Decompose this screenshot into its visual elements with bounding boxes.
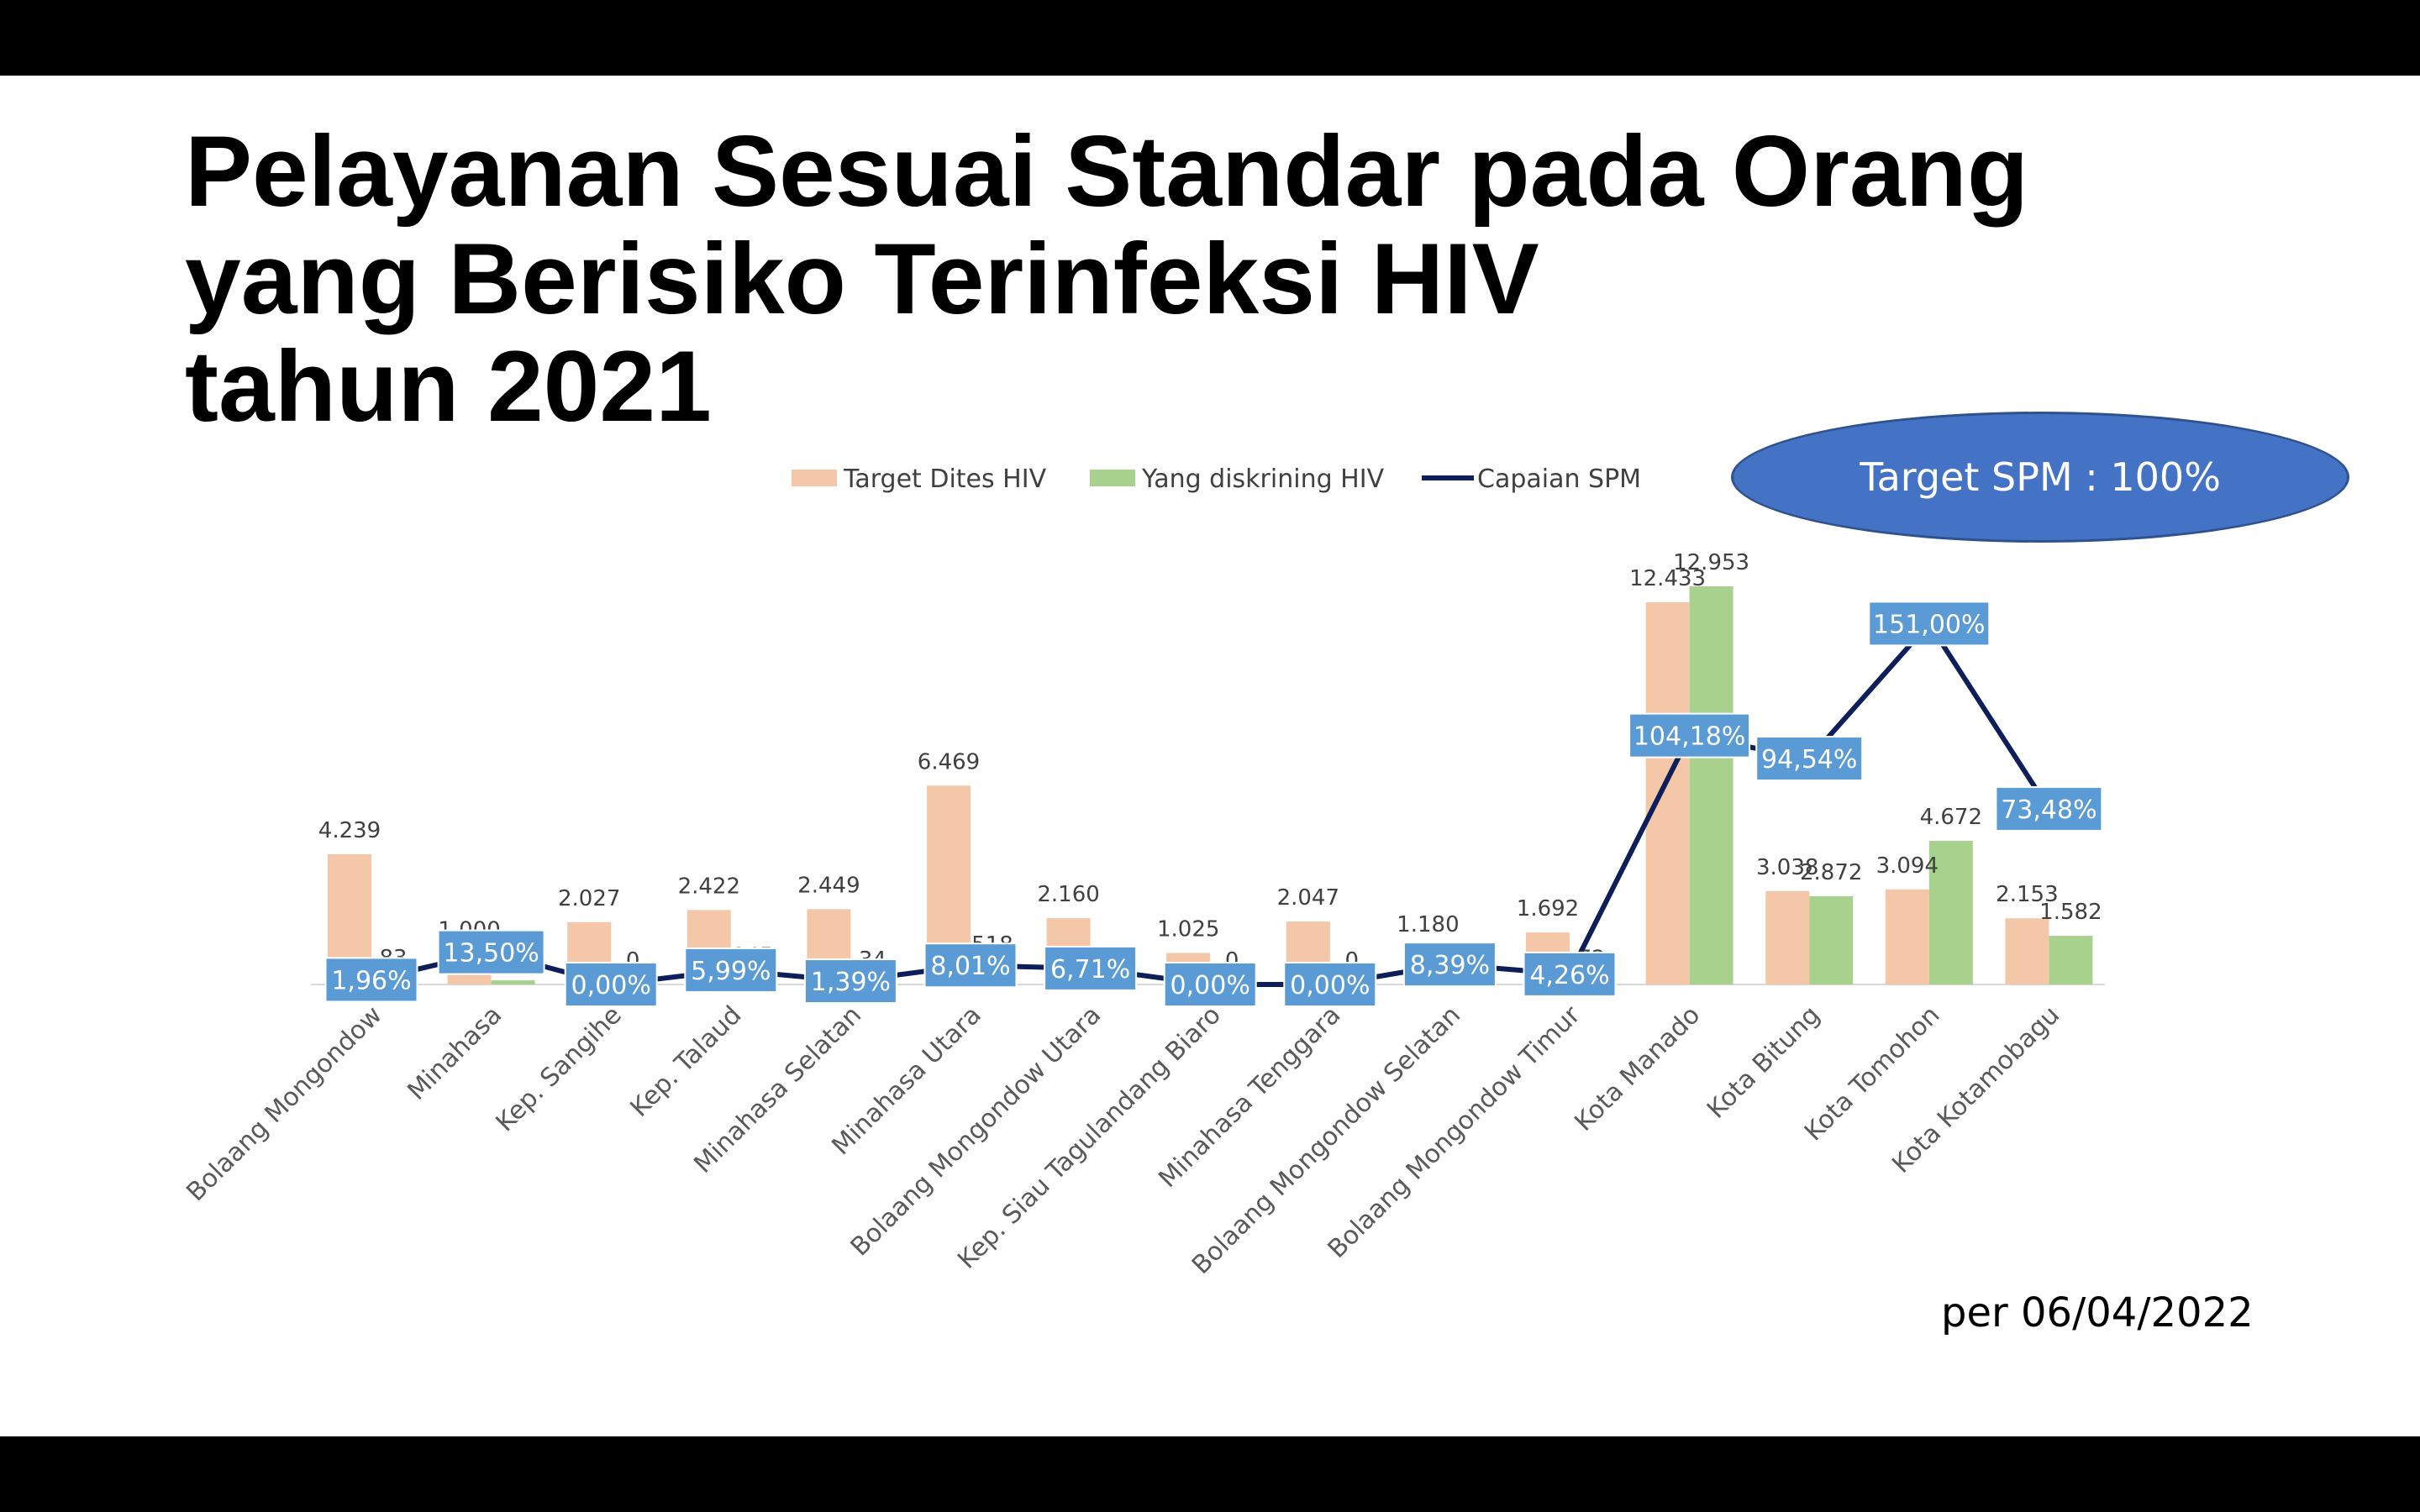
percent-box-11 bbox=[1523, 951, 1617, 997]
label-target-1: 4.239 bbox=[318, 818, 381, 843]
percent-label-10: 8,39% bbox=[1410, 951, 1490, 980]
bar-screened-2 bbox=[491, 980, 535, 984]
letterbox-top bbox=[0, 0, 2420, 76]
label-target-4: 2.422 bbox=[678, 874, 740, 899]
percent-label-13: 94,54% bbox=[1761, 745, 1857, 774]
category-label-2: Minahasa bbox=[402, 1000, 508, 1106]
legend-target-label: Target Dites HIV bbox=[843, 465, 1047, 494]
bar-target-12 bbox=[1645, 602, 1690, 984]
bar-target-13 bbox=[1765, 890, 1810, 984]
category-label-4: Kep. Talaud bbox=[625, 1000, 748, 1123]
bar-screened-12 bbox=[1689, 586, 1733, 984]
percent-label-15: 73,48% bbox=[2001, 795, 2096, 825]
letterbox-bottom bbox=[0, 1436, 2420, 1512]
legend-target-swatch bbox=[792, 470, 837, 486]
label-screened-12: 12.953 bbox=[1673, 550, 1749, 575]
label-screened-15: 1.582 bbox=[2039, 900, 2102, 925]
category-label-8: Kep. Siau Tagulandang Biaro bbox=[952, 1000, 1227, 1275]
percent-box-1 bbox=[324, 957, 418, 1003]
label-target-3: 2.027 bbox=[558, 886, 620, 911]
percent-label-3: 0,00% bbox=[571, 971, 651, 1000]
percent-label-8: 0,00% bbox=[1171, 971, 1250, 1000]
label-target-15: 2.153 bbox=[1996, 882, 2058, 907]
label-target-5: 2.449 bbox=[797, 873, 860, 898]
percent-label-7: 6,71% bbox=[1050, 955, 1130, 984]
bar-labels: 4.239831.0001352.02702.4221452.449346.46… bbox=[318, 550, 2102, 974]
bar-target-15 bbox=[2005, 918, 2049, 984]
bar-screened-13 bbox=[1809, 895, 1854, 984]
legend-screened-label: Yang diskrining HIV bbox=[1141, 465, 1385, 494]
label-target-11: 1.692 bbox=[1517, 896, 1579, 921]
label-target-6: 6.469 bbox=[918, 749, 980, 774]
target-spm-label: Target SPM : 100% bbox=[1860, 454, 2221, 500]
title-line-1: Pelayanan Sesuai Standar pada Orang bbox=[185, 115, 2029, 228]
label-target-13: 3.038 bbox=[1756, 855, 1818, 880]
label-target-9: 2.047 bbox=[1277, 885, 1339, 911]
label-target-12: 12.433 bbox=[1629, 566, 1706, 591]
chart: Target Dites HIV Yang diskrining HIV Capai… bbox=[181, 465, 2105, 1280]
legend-spm-label: Capaian SPM bbox=[1477, 465, 1641, 494]
percent-box-9 bbox=[1283, 962, 1377, 1007]
target-spm-callout: Target SPM : 100% bbox=[1731, 412, 2349, 543]
bar-screened-14 bbox=[1928, 841, 1973, 984]
label-target-7: 2.160 bbox=[1037, 882, 1099, 907]
category-label-7: Bolaang Mongondow Utara bbox=[845, 1000, 1107, 1263]
percent-label-4: 5,99% bbox=[691, 957, 771, 986]
title-line-2: yang Berisiko Terinfeksi HIV bbox=[185, 223, 1539, 335]
percent-box-12 bbox=[1628, 712, 1751, 759]
chart-legend: Target Dites HIV Yang diskrining HIV Capai… bbox=[792, 465, 1641, 494]
slide: Pelayanan Sesuai Standar pada Orang yang… bbox=[0, 76, 2420, 1436]
percent-labels: 1,96% 13,50% 0,00% 5,99% 1,39% 8,01% 6,71% 0,00… bbox=[324, 601, 2103, 1007]
bar-screened-15 bbox=[2049, 936, 2093, 984]
percent-box-4 bbox=[684, 947, 778, 993]
percent-label-6: 8,01% bbox=[930, 952, 1010, 981]
category-label-12: Kota Manado bbox=[1569, 1000, 1706, 1137]
percent-box-15 bbox=[1995, 785, 2103, 832]
percent-box-8 bbox=[1163, 962, 1257, 1007]
percent-box-5 bbox=[803, 958, 897, 1005]
percent-label-5: 1,39% bbox=[811, 968, 891, 997]
percent-label-2: 13,50% bbox=[443, 939, 539, 969]
percent-label-12: 104,18% bbox=[1634, 722, 1745, 752]
percent-box-14 bbox=[1868, 601, 1991, 647]
percent-box-7 bbox=[1044, 945, 1138, 991]
category-label-11: Bolaang Mongondow Timur bbox=[1323, 1000, 1586, 1263]
title-line-3: tahun 2021 bbox=[185, 330, 712, 443]
date-note: per 06/04/2022 bbox=[1941, 1289, 2254, 1336]
legend-screened-swatch bbox=[1090, 470, 1135, 486]
percent-label-11: 4,26% bbox=[1529, 961, 1609, 990]
percent-label-1: 1,96% bbox=[331, 966, 411, 995]
label-screened-14: 4.672 bbox=[1920, 805, 1982, 830]
percent-box-6 bbox=[923, 942, 1018, 989]
percent-label-9: 0,00% bbox=[1290, 971, 1370, 1000]
category-label-1: Bolaang Mongondow bbox=[181, 1000, 387, 1207]
category-label-13: Kota Bitung bbox=[1702, 1000, 1826, 1125]
category-label-3: Kep. Sangihe bbox=[490, 1000, 627, 1137]
percent-box-10 bbox=[1402, 942, 1497, 988]
percent-label-14: 151,00% bbox=[1873, 610, 1985, 639]
label-screened-13: 2.872 bbox=[1800, 860, 1862, 885]
slide-title: Pelayanan Sesuai Standar pada Orang yang… bbox=[185, 118, 2028, 440]
percent-box-13 bbox=[1755, 736, 1864, 782]
label-target-10: 1.180 bbox=[1397, 912, 1459, 937]
bar-target-14 bbox=[1885, 889, 1929, 984]
percent-box-3 bbox=[564, 962, 658, 1007]
label-target-14: 3.094 bbox=[1876, 853, 1939, 879]
label-target-8: 1.025 bbox=[1157, 916, 1219, 942]
percent-box-2 bbox=[437, 929, 545, 975]
